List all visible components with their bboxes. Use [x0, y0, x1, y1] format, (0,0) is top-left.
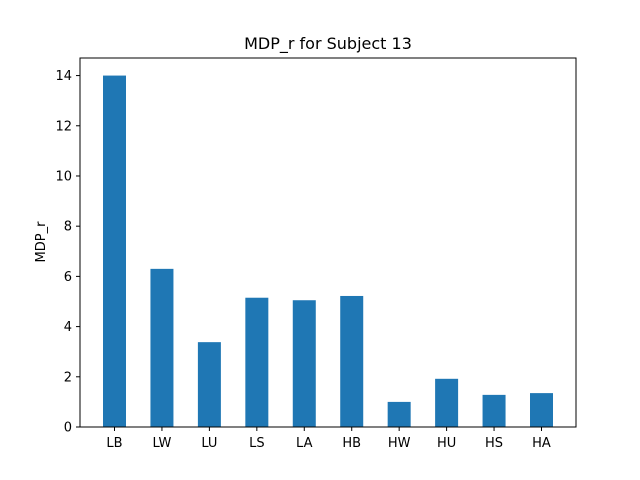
- y-tick-label: 2: [64, 370, 72, 385]
- y-tick-label: 6: [64, 270, 72, 285]
- bar-ha: [530, 393, 553, 427]
- bar-la: [292, 300, 316, 427]
- x-tick-label: LB: [106, 436, 122, 451]
- bar-hw: [387, 401, 411, 427]
- y-axis-ticks: 0 2 4 6 8 10 12 14: [55, 69, 80, 436]
- x-tick-label: HB: [342, 436, 361, 451]
- bar-hs: [482, 394, 506, 427]
- bar-ls: [245, 297, 269, 427]
- x-tick-label: LW: [152, 436, 171, 451]
- x-tick-label: LA: [296, 436, 313, 451]
- y-tick-label: 14: [55, 69, 72, 84]
- bars-layer: [103, 75, 553, 428]
- x-tick-label: HA: [532, 436, 551, 451]
- bar-hb: [340, 295, 364, 427]
- bar-lw: [150, 268, 174, 427]
- x-tick-label: HW: [388, 436, 411, 451]
- x-tick-label: HS: [485, 436, 503, 451]
- y-axis-label: MDP_r: [34, 221, 49, 263]
- y-tick-label: 8: [64, 220, 72, 235]
- y-tick-label: 10: [55, 169, 72, 184]
- bar-hu: [435, 378, 459, 427]
- bar-lu: [197, 342, 221, 427]
- y-tick-label: 0: [64, 421, 72, 436]
- plot-frame: [79, 57, 577, 428]
- y-tick-label: 12: [55, 119, 72, 134]
- chart-title: MDP_r for Subject 13: [244, 34, 412, 54]
- bar-lb: [103, 75, 126, 428]
- x-axis-ticks: LB LW LU LS LA HB HW HU HS HA: [106, 427, 551, 451]
- x-tick-label: LU: [201, 436, 217, 451]
- x-tick-label: HU: [437, 436, 456, 451]
- y-tick-label: 4: [64, 320, 72, 335]
- x-tick-label: LS: [249, 436, 265, 451]
